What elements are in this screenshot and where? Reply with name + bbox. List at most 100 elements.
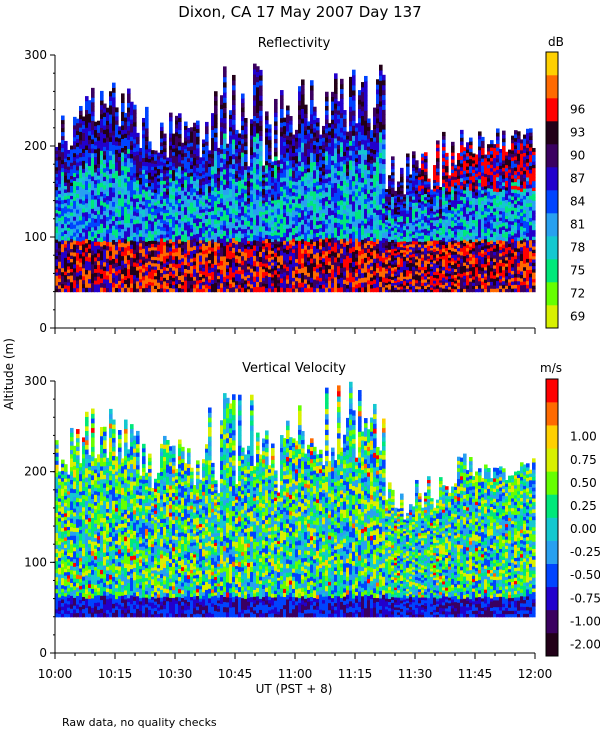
data-cell	[181, 251, 185, 255]
data-cell	[253, 136, 257, 142]
data-cell	[289, 231, 293, 237]
data-cell	[277, 190, 281, 194]
data-cell	[307, 202, 311, 208]
data-cell	[238, 234, 242, 239]
data-cell	[337, 183, 341, 189]
data-cell	[130, 170, 134, 176]
data-cell	[292, 148, 296, 153]
data-cell	[85, 233, 89, 239]
data-cell	[124, 137, 128, 142]
data-cell	[148, 271, 152, 276]
data-cell	[73, 228, 77, 233]
data-cell	[247, 265, 251, 270]
data-cell	[196, 209, 200, 215]
data-cell	[286, 122, 290, 128]
data-cell	[220, 95, 224, 101]
data-cell	[64, 209, 68, 214]
data-cell	[262, 188, 266, 192]
data-cell	[262, 214, 266, 218]
data-cell	[316, 149, 320, 155]
data-cell	[196, 140, 200, 145]
data-cell	[184, 214, 188, 219]
data-cell	[247, 180, 251, 184]
data-cell	[346, 189, 350, 195]
data-cell	[241, 156, 245, 162]
data-cell	[118, 220, 122, 225]
data-cell	[166, 224, 170, 229]
data-cell	[100, 277, 104, 284]
data-cell	[271, 208, 275, 213]
data-cell	[142, 141, 146, 147]
data-cell	[364, 159, 368, 165]
data-cell	[289, 171, 293, 177]
data-cell	[73, 184, 77, 189]
data-cell	[265, 156, 269, 162]
data-cell	[304, 266, 308, 271]
data-cell	[124, 271, 128, 276]
data-cell	[382, 271, 386, 278]
data-cell	[313, 178, 317, 183]
data-cell	[157, 288, 161, 293]
data-cell	[199, 233, 203, 238]
data-cell	[61, 127, 65, 133]
data-cell	[214, 186, 218, 192]
data-cell	[298, 230, 302, 237]
data-cell	[307, 287, 311, 293]
data-cell	[277, 187, 281, 191]
data-cell	[184, 171, 188, 177]
data-cell	[88, 165, 92, 171]
data-cell	[181, 169, 185, 174]
data-cell	[370, 196, 374, 201]
data-cell	[310, 195, 314, 201]
data-cell	[301, 108, 305, 114]
data-cell	[178, 165, 182, 171]
data-cell	[232, 74, 236, 81]
data-cell	[148, 168, 152, 173]
data-cell	[238, 137, 242, 142]
data-cell	[64, 151, 68, 156]
data-cell	[79, 228, 83, 234]
data-cell	[217, 232, 221, 237]
data-cell	[325, 100, 329, 106]
data-cell	[67, 169, 71, 174]
data-cell	[160, 164, 164, 170]
data-cell	[289, 135, 293, 141]
data-cell	[130, 144, 134, 150]
data-cell	[331, 91, 335, 98]
data-cell	[160, 187, 164, 193]
data-cell	[145, 115, 149, 121]
data-cell	[253, 260, 257, 267]
data-cell	[94, 249, 98, 254]
data-cell	[85, 282, 89, 288]
data-cell	[274, 225, 278, 231]
data-cell	[100, 122, 104, 128]
data-cell	[325, 218, 329, 225]
data-cell	[172, 140, 176, 145]
data-cell	[340, 286, 344, 293]
data-cell	[274, 151, 278, 157]
data-cell	[151, 220, 155, 225]
data-cell	[145, 283, 149, 288]
data-cell	[313, 173, 317, 179]
data-cell	[115, 232, 119, 238]
data-cell	[331, 218, 335, 225]
data-cell	[301, 281, 305, 288]
data-cell	[187, 165, 191, 170]
data-cell	[328, 280, 332, 285]
data-cell	[229, 118, 233, 124]
data-cell	[379, 260, 383, 267]
data-cell	[283, 176, 287, 182]
data-cell	[316, 125, 320, 131]
data-cell	[64, 229, 68, 234]
data-cell	[115, 245, 119, 251]
data-cell	[88, 226, 92, 232]
data-cell	[316, 204, 320, 210]
data-cell	[109, 132, 113, 138]
data-cell	[298, 151, 302, 157]
data-cell	[67, 285, 71, 289]
data-cell	[61, 135, 65, 141]
data-cell	[73, 172, 77, 178]
data-cell	[193, 157, 197, 162]
data-cell	[328, 146, 332, 151]
data-cell	[208, 192, 212, 196]
